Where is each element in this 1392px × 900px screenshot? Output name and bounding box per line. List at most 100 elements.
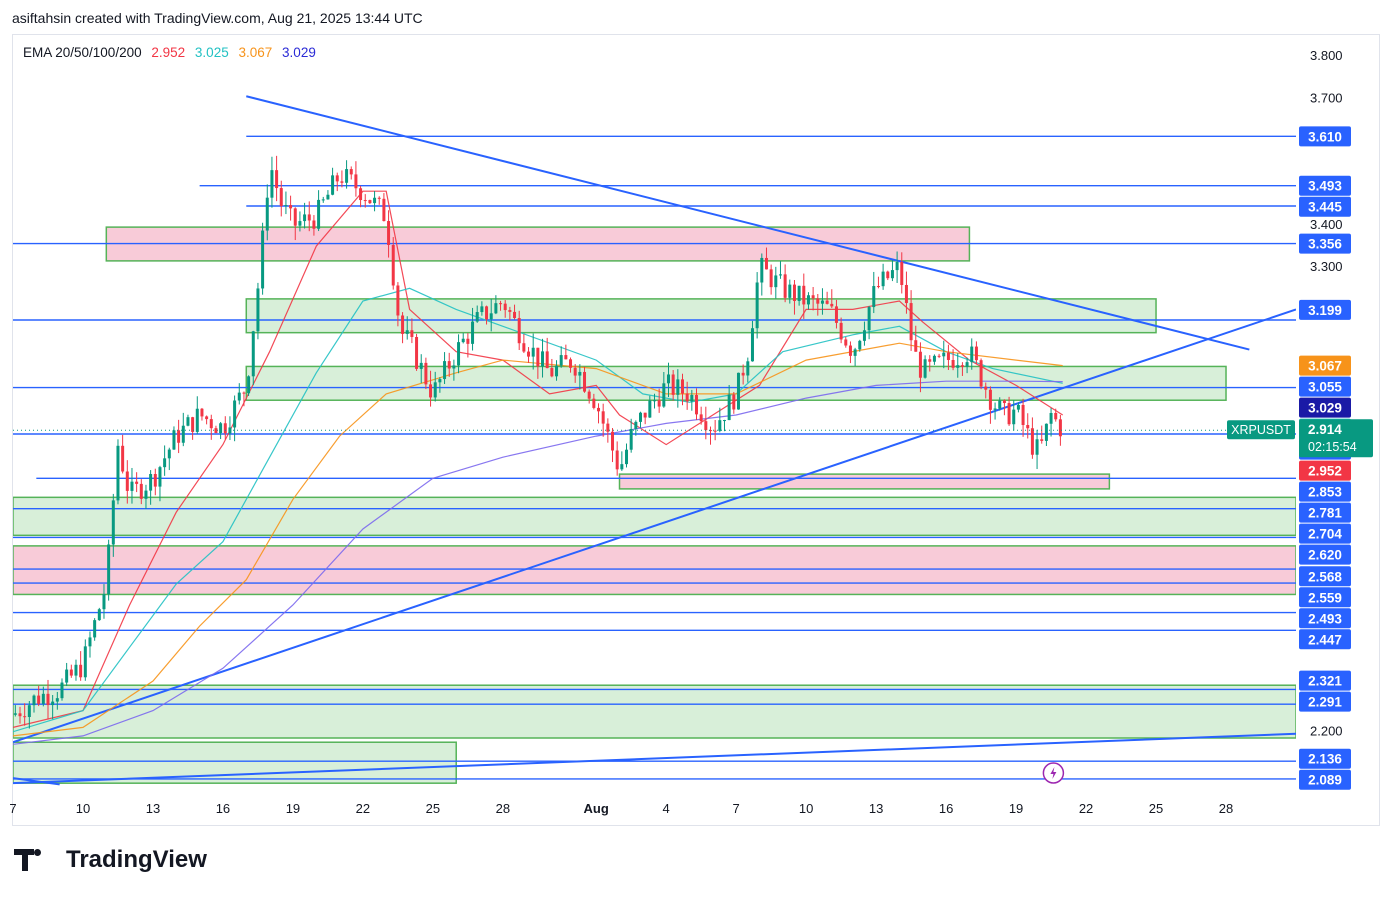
candle-body (690, 394, 694, 402)
candle-body (741, 372, 745, 376)
x-tick-label: 16 (939, 801, 953, 816)
candle-body (834, 306, 838, 323)
candle-body (825, 300, 829, 304)
x-tick-label: 22 (356, 801, 370, 816)
price-label (1299, 769, 1351, 790)
candle-body (163, 458, 167, 468)
ema-line-ema200 (13, 380, 1063, 745)
candle-body (37, 695, 41, 704)
candle-body (979, 360, 983, 387)
candle-body (415, 336, 419, 369)
candle-body (167, 449, 171, 459)
candle-body (527, 351, 531, 357)
candle-body (1058, 419, 1062, 437)
candle-body (611, 431, 615, 451)
candle-body (946, 352, 950, 360)
candle-body (984, 386, 988, 390)
legend-ema100-value: 3.067 (238, 45, 273, 60)
tradingview-logo[interactable]: TradingView (14, 846, 207, 874)
candle-body (685, 393, 689, 402)
price-label-text: 3.493 (1308, 179, 1342, 194)
candle-body (970, 346, 974, 363)
candle-body (722, 420, 726, 422)
candle-body (1016, 404, 1020, 410)
candle-body (321, 199, 325, 201)
ema-line-ema20 (13, 190, 1064, 728)
candle-body (480, 306, 484, 313)
candle-body (513, 311, 517, 319)
candle-body (135, 481, 139, 484)
candle-body (69, 669, 73, 676)
candle-body (88, 637, 92, 647)
candle-body (937, 355, 941, 357)
zone-green (13, 741, 457, 784)
price-label (1299, 175, 1351, 196)
candle-body (172, 430, 176, 450)
candle-body (83, 646, 87, 678)
candle-body (214, 428, 218, 434)
candle-body (359, 188, 363, 201)
candle-body (223, 423, 227, 434)
candle-body (550, 368, 554, 377)
candle-body (764, 257, 768, 270)
candle-body (573, 367, 577, 376)
price-label (1299, 670, 1351, 691)
candle-body (694, 394, 698, 415)
candle-body (713, 430, 717, 432)
candle-body (536, 347, 540, 367)
candle-body (517, 318, 521, 344)
x-tick-label: 25 (426, 801, 440, 816)
candle-body (205, 416, 209, 420)
price-label-text: 2.493 (1308, 611, 1342, 626)
price-label-text: 2.291 (1308, 695, 1342, 710)
candle-body (653, 400, 656, 402)
candle-body (643, 412, 647, 418)
candle-body (503, 303, 507, 311)
candle-body (97, 609, 101, 621)
candle-body (732, 394, 736, 410)
candle-body (634, 421, 638, 430)
candle-body (499, 303, 503, 305)
zone-pink (618, 473, 1111, 490)
indicator-legend[interactable]: EMA 20/50/100/200 2.952 3.025 3.067 3.02… (23, 45, 322, 60)
price-label (1299, 196, 1351, 217)
candle-body (578, 371, 582, 376)
candle-body (475, 312, 479, 322)
price-label (1299, 502, 1351, 523)
candle-body (191, 417, 195, 432)
candle-body (951, 359, 955, 368)
candle-body (307, 214, 311, 221)
candle-body (195, 408, 199, 432)
candle-body (858, 340, 862, 350)
candle-body (181, 425, 185, 443)
candle-body (648, 400, 652, 418)
candle-body (918, 351, 922, 378)
candle-body (102, 594, 106, 610)
candle-body (559, 355, 563, 366)
candle-body (1007, 403, 1011, 425)
candle-body (666, 374, 670, 384)
candle-body (555, 365, 559, 377)
candle-body (326, 194, 330, 200)
candle-body (289, 205, 293, 209)
candle-body (699, 414, 703, 422)
candle-body (909, 303, 913, 341)
candle-body (1040, 439, 1044, 441)
countdown-text: 02:15:54 (1308, 440, 1357, 454)
y-tick-label: 3.300 (1310, 259, 1343, 274)
candle-body (125, 471, 129, 491)
price-label (1299, 481, 1351, 502)
candle-body (881, 271, 885, 287)
candle-body (895, 262, 899, 271)
x-tick-label: 25 (1149, 801, 1163, 816)
candle-body (583, 371, 587, 392)
candle-body (774, 275, 778, 288)
candle-body (340, 181, 344, 183)
candle-body (27, 705, 31, 718)
price-label (1299, 523, 1351, 544)
candle-body (802, 285, 806, 305)
candle-body (872, 286, 876, 308)
zone-green (245, 298, 1157, 334)
candle-body (144, 490, 148, 499)
